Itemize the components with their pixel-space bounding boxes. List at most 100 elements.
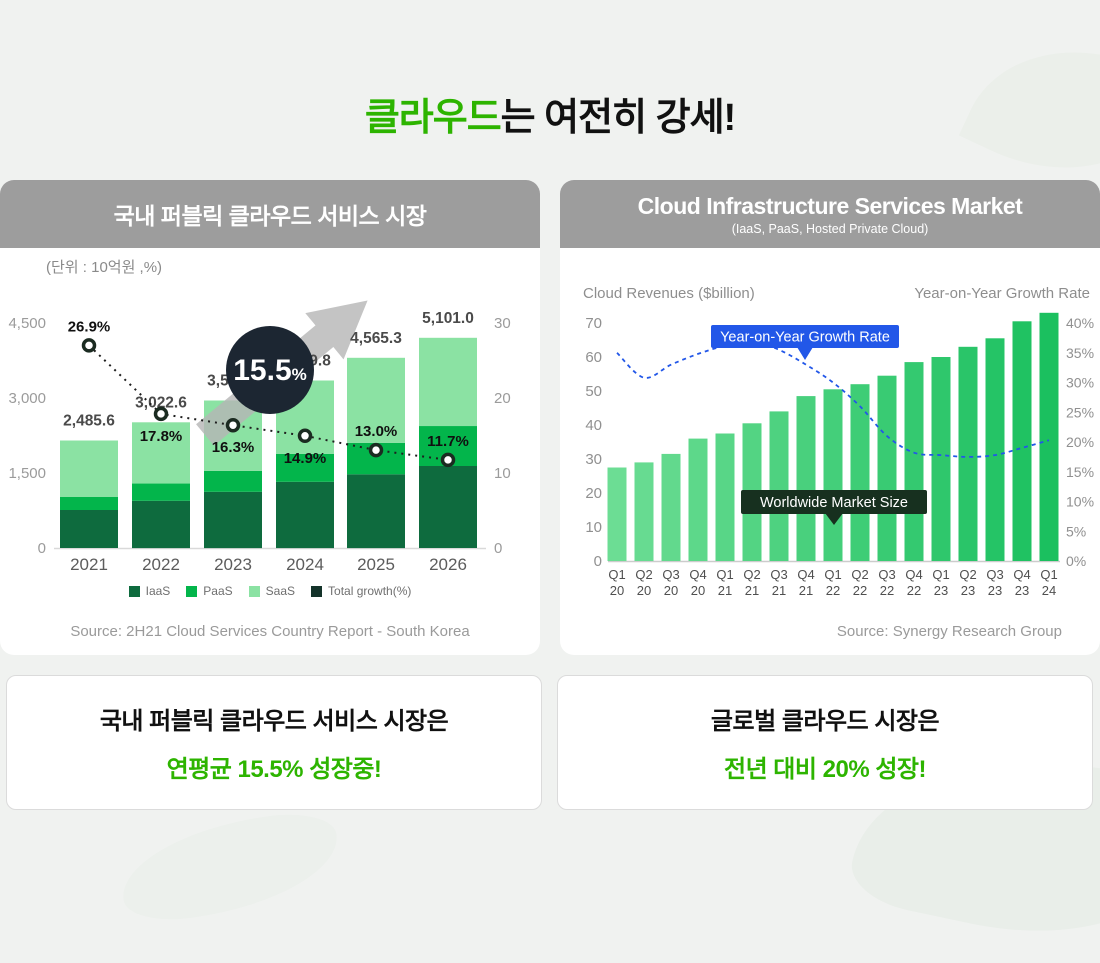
right-card-subtitle: (IaaS, PaaS, Hosted Private Cloud) bbox=[731, 221, 929, 236]
right-summary-box: 글로벌 클라우드 시장은 전년 대비 20% 성장! bbox=[557, 675, 1093, 810]
x-axis-year-label: 22 bbox=[880, 583, 894, 598]
growth-percent-label: 17.8% bbox=[140, 428, 183, 445]
growth-line-marker bbox=[368, 442, 384, 458]
x-axis-quarter-label: Q4 bbox=[797, 567, 814, 582]
market-size-tooltip-label: Worldwide Market Size bbox=[760, 495, 908, 511]
x-axis-quarter-label: Q2 bbox=[959, 567, 976, 582]
bar-segment-paas bbox=[204, 470, 262, 492]
x-axis-quarter-label: Q1 bbox=[932, 567, 949, 582]
x-axis-quarter-label: Q3 bbox=[662, 567, 679, 582]
legend-swatch bbox=[311, 585, 323, 597]
x-axis-quarter-label: Q2 bbox=[743, 567, 760, 582]
x-axis-year-label: 23 bbox=[961, 583, 975, 598]
growth-percent-label: 26.9% bbox=[68, 318, 111, 335]
right-axis-tick: 20 bbox=[494, 390, 511, 407]
right-axis-tick: 30 bbox=[494, 315, 511, 332]
bar-segment-iaas bbox=[60, 510, 118, 548]
revenue-bar bbox=[985, 338, 1005, 561]
total-growth-line bbox=[88, 344, 449, 461]
growth-percent-label: 16.3% bbox=[212, 439, 255, 456]
left-axis-tick: 50 bbox=[585, 383, 602, 400]
revenue-bar bbox=[1012, 321, 1032, 561]
legend-label: PaaS bbox=[203, 584, 233, 598]
bar-total-label: 5,101.0 bbox=[422, 310, 474, 327]
yoy-growth-line bbox=[616, 339, 1050, 458]
left-axis-title: Cloud Revenues ($billion) bbox=[583, 285, 755, 302]
left-summary-line2: 연평균 15.5% 성장중! bbox=[166, 756, 382, 783]
revenue-bar bbox=[904, 362, 924, 561]
bar-segment-paas bbox=[276, 453, 334, 482]
x-axis-year-label: 2025 bbox=[357, 555, 395, 574]
legend-label: IaaS bbox=[145, 584, 171, 598]
x-axis-year-label: 2024 bbox=[286, 555, 324, 574]
x-axis-quarter-label: Q3 bbox=[986, 567, 1003, 582]
x-axis-year-label: 24 bbox=[1042, 583, 1056, 598]
revenue-bar bbox=[1039, 312, 1059, 561]
x-axis-year-label: 21 bbox=[745, 583, 759, 598]
bar-segment-iaas bbox=[347, 474, 405, 549]
growth-line-marker bbox=[153, 406, 169, 422]
right-axis-tick: 0% bbox=[1066, 553, 1086, 569]
legend-item: Total growth(%) bbox=[311, 584, 411, 598]
bar-segment-saas bbox=[347, 357, 405, 443]
growth-percent-label: 11.7% bbox=[427, 433, 469, 450]
legend-label: SaaS bbox=[265, 584, 296, 598]
x-axis-year-label: 22 bbox=[853, 583, 867, 598]
right-axis-tick: 10 bbox=[494, 465, 511, 482]
growth-rate-tooltip-pointer bbox=[797, 347, 813, 360]
x-axis-quarter-label: Q1 bbox=[1040, 567, 1057, 582]
unit-note: (단위 : 10억원 ,%) bbox=[46, 259, 163, 276]
domestic-cloud-stacked-bar-chart: 4,500 3,000 1,500 0 30 20 10 0 2021 2022 2023 2024 2… bbox=[8, 300, 511, 574]
right-axis-tick: 5% bbox=[1066, 523, 1086, 539]
growth-rate-tooltip bbox=[711, 325, 899, 348]
right-axis-tick: 35% bbox=[1066, 345, 1094, 361]
legend-swatch bbox=[128, 585, 140, 597]
bar-segment-iaas bbox=[276, 481, 334, 549]
legend-swatch bbox=[248, 585, 260, 597]
revenue-bar bbox=[823, 389, 843, 561]
x-axis-quarter-label: Q1 bbox=[824, 567, 841, 582]
page-title-highlight: 클라우드 bbox=[364, 97, 502, 139]
legend-item: SaaS bbox=[248, 584, 296, 598]
legend-swatch bbox=[186, 585, 198, 597]
revenue-bar bbox=[661, 453, 681, 561]
average-growth-badge-label: 15.5% bbox=[233, 354, 307, 387]
bar-segment-saas bbox=[60, 440, 118, 497]
revenue-bar bbox=[634, 462, 654, 561]
revenue-bar bbox=[958, 346, 978, 561]
x-axis-quarter-label: Q1 bbox=[716, 567, 733, 582]
right-card-header: Cloud Infrastructure Services Market (Ia… bbox=[560, 180, 1100, 248]
x-axis-year-label: 20 bbox=[691, 583, 705, 598]
left-axis-tick: 40 bbox=[585, 417, 602, 434]
bar-segment-iaas bbox=[419, 466, 477, 548]
right-summary-line2: 전년 대비 20% 성장! bbox=[723, 756, 927, 783]
bar-total-label: 4,565.3 bbox=[350, 330, 402, 347]
market-size-tooltip-pointer bbox=[825, 513, 843, 525]
left-chart-card: 국내 퍼블릭 클라우드 서비스 시장 (단위 : 10억원 ,%) 4,500 3… bbox=[0, 180, 540, 655]
left-card-title: 국내 퍼블릭 클라우드 서비스 시장 bbox=[113, 203, 427, 229]
right-summary-line1: 글로벌 클라우드 시장은 bbox=[710, 708, 940, 735]
left-summary-line1: 국내 퍼블릭 클라우드 서비스 시장은 bbox=[99, 708, 449, 735]
right-axis-tick: 10% bbox=[1066, 494, 1094, 510]
x-axis-quarter-label: Q4 bbox=[905, 567, 922, 582]
right-chart-card: Cloud Infrastructure Services Market (Ia… bbox=[560, 180, 1100, 655]
left-axis-tick: 4,500 bbox=[8, 315, 46, 332]
left-axis-tick: 20 bbox=[585, 485, 602, 502]
growth-rate-tooltip-label: Year-on-Year Growth Rate bbox=[720, 330, 890, 346]
right-axis-tick: 20% bbox=[1066, 434, 1094, 450]
right-axis-tick: 0 bbox=[494, 540, 502, 557]
background-leaf-decoration bbox=[114, 807, 346, 927]
right-axis-tick: 15% bbox=[1066, 464, 1094, 480]
revenue-bar bbox=[607, 467, 627, 561]
bar-segment-paas bbox=[60, 497, 118, 510]
right-chart-source: Source: Synergy Research Group bbox=[836, 623, 1062, 640]
right-card-title: Cloud Infrastructure Services Market bbox=[637, 192, 1023, 219]
bar-segment-iaas bbox=[132, 500, 190, 549]
market-size-tooltip bbox=[741, 490, 927, 514]
growth-line-marker bbox=[297, 428, 313, 444]
x-axis-quarter-label: Q4 bbox=[689, 567, 706, 582]
chart-legend: IaaS PaaS SaaS Total growth(%) bbox=[0, 584, 540, 598]
left-axis-tick: 0 bbox=[594, 553, 602, 570]
x-axis-quarter-label: Q3 bbox=[878, 567, 895, 582]
growth-line-marker bbox=[81, 338, 97, 353]
